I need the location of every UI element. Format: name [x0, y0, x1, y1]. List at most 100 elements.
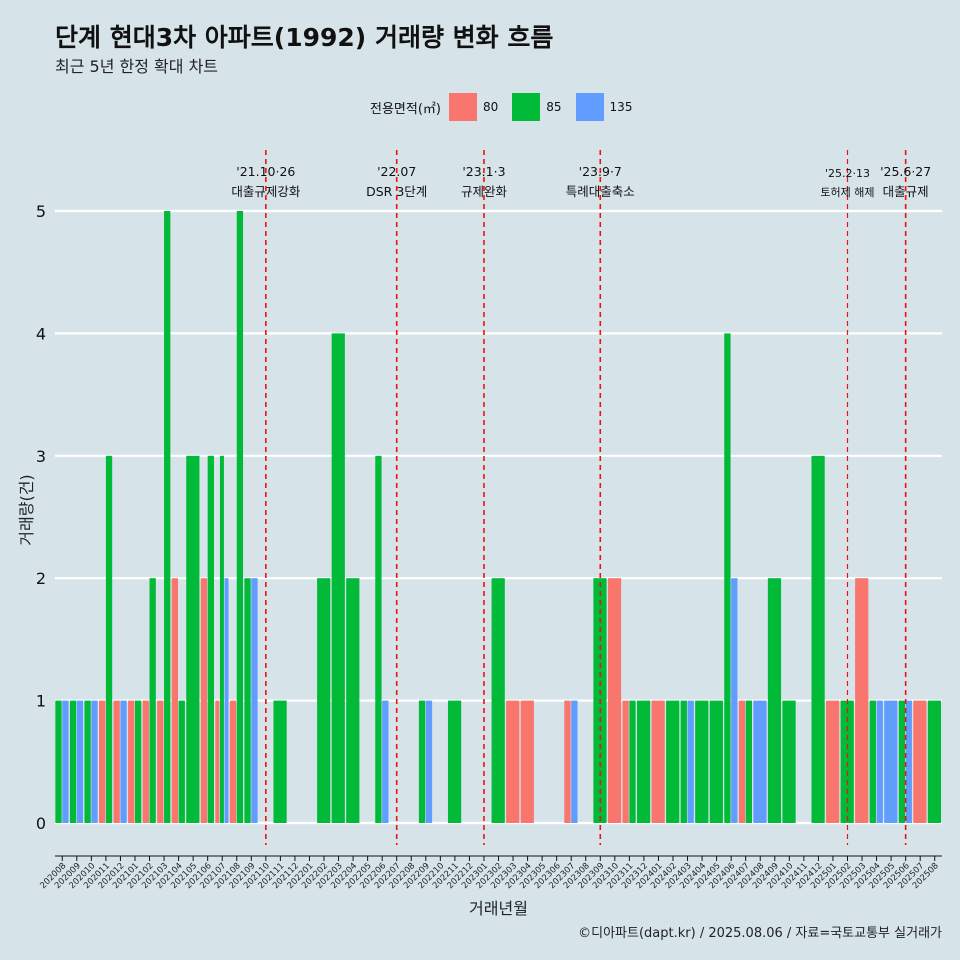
legend-title: 전용면적(㎡): [370, 101, 441, 117]
bar-202012-80: [113, 700, 120, 823]
bar-202104-80: [171, 578, 178, 823]
bar-202107-85: [219, 455, 224, 823]
bar-202506-85: [898, 700, 906, 823]
bar-202107-135: [224, 578, 229, 823]
bar-202012-135: [120, 700, 127, 823]
bar-202009-85: [69, 700, 77, 823]
chart-subtitle: 최근 5년 한정 확대 차트: [55, 57, 219, 76]
bar-202403-85: [680, 700, 687, 823]
bar-202302-85: [491, 578, 505, 823]
bar-202211-85: [447, 700, 462, 823]
bar-202505-135: [884, 700, 898, 823]
bar-202206-135: [382, 700, 389, 823]
bar-202203-85: [331, 333, 345, 823]
bar-202107-80: [215, 700, 220, 823]
bar-202010-85: [84, 700, 91, 823]
y-tick-label-4: 4: [36, 324, 46, 343]
bar-202105-85: [186, 455, 200, 823]
legend-label-85: 85: [546, 100, 562, 114]
bar-202310-80: [607, 578, 622, 823]
bar-202503-80: [855, 578, 869, 823]
event-date-202309: '23.9·7: [579, 164, 622, 179]
legend-item-80: 80: [448, 93, 506, 121]
bar-202202-85: [317, 578, 331, 823]
bar-202407-85: [745, 700, 753, 823]
bar-202508-85: [927, 700, 942, 823]
bar-202011-80: [98, 700, 106, 823]
legend-item-85: 85: [512, 93, 569, 121]
event-label-202506: 대출규제: [883, 184, 929, 199]
y-tick-label-0: 0: [36, 814, 46, 833]
bar-202111-85: [273, 700, 287, 823]
bar-202507-80: [913, 700, 927, 823]
bar-202506-135: [905, 700, 912, 823]
bar-202404-85: [695, 700, 709, 823]
bar-202407-80: [738, 700, 746, 823]
legend-label-80: 80: [482, 100, 499, 114]
bar-202406-135: [731, 578, 738, 823]
bar-202406-85: [724, 333, 731, 823]
chart-title: 단계 현대3차 아파트(1992) 거래량 변화 흐름: [55, 23, 554, 52]
bar-202311-80: [622, 700, 629, 823]
legend: 전용면적(㎡) 80 85 135: [370, 93, 646, 121]
bar-202409-85: [767, 578, 782, 823]
bar-202402-85: [666, 700, 680, 823]
bar-202009-135: [76, 700, 84, 823]
bar-202412-85: [811, 455, 825, 823]
chart-caption: ©디아파트(dapt.kr) / 2025.08.06 / 자료=국토교통부 실…: [578, 926, 942, 941]
legend-swatch-80: [448, 93, 477, 121]
bar-202410-85: [782, 700, 796, 823]
bar-202206-85: [375, 455, 382, 823]
event-date-202502: '25.2·13: [825, 167, 870, 180]
y-tick-label-3: 3: [36, 447, 46, 466]
event-label-202207: DSR 3단계: [366, 184, 427, 199]
bar-202405-85: [709, 700, 723, 823]
bar-202011-85: [105, 455, 113, 823]
bar-202504-135: [876, 700, 883, 823]
event-date-202301: '23.1·3: [462, 164, 505, 179]
bar-202008-135: [62, 700, 69, 823]
event-date-202506: '25.6·27: [880, 164, 931, 179]
bar-202501-80: [826, 700, 840, 823]
bar-202109-135: [251, 578, 258, 823]
legend-item-135: 135: [575, 93, 641, 121]
bar-202303-80: [506, 700, 520, 823]
y-tick-label-2: 2: [36, 569, 46, 588]
legend-swatch-85: [512, 93, 541, 121]
legend-swatch-135: [575, 93, 604, 121]
bar-202101-80: [128, 700, 135, 823]
bar-202106-80: [200, 578, 208, 823]
y-tick-label-5: 5: [36, 202, 46, 221]
y-axis-title: 거래량(건): [17, 474, 36, 545]
bar-202408-135: [753, 700, 767, 823]
bar-202502-85: [840, 700, 854, 823]
event-label-202309: 특례대출축소: [566, 184, 635, 199]
bar-202504-85: [869, 700, 876, 823]
x-axis-title: 거래년월: [469, 899, 528, 918]
event-label-202110: 대출규제강화: [231, 184, 301, 199]
bar-202209-85: [418, 700, 426, 823]
bar-202209-135: [425, 700, 433, 823]
legend-label-135: 135: [609, 100, 633, 114]
y-tick-label-1: 1: [36, 692, 46, 711]
bar-202403-135: [687, 700, 694, 823]
bar-202304-80: [520, 700, 534, 823]
bar-202103-80: [157, 700, 164, 823]
bar-202106-85: [207, 455, 214, 823]
bar-202307-135: [571, 700, 578, 823]
bar-202307-80: [564, 700, 571, 823]
bar-202008-85: [55, 700, 62, 823]
event-date-202110: '21.10·26: [236, 164, 295, 179]
bar-202103-85: [164, 211, 171, 823]
bar-202401-80: [651, 700, 665, 823]
bar-202108-80: [229, 700, 237, 823]
bar-202108-85: [236, 211, 244, 823]
bar-202102-80: [142, 700, 149, 823]
event-label-202301: 규제완화: [461, 184, 508, 199]
bar-202109-85: [244, 578, 251, 823]
bar-202102-85: [149, 578, 156, 823]
event-label-202502: 토허제 해제: [820, 185, 874, 199]
bar-202101-85: [134, 700, 142, 823]
